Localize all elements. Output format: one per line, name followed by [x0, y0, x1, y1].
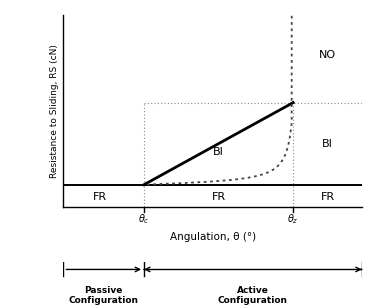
Text: BI: BI [322, 139, 333, 149]
Text: Angulation, θ (°): Angulation, θ (°) [170, 232, 256, 242]
Text: Passive
Configuration: Passive Configuration [69, 286, 139, 305]
Text: $\theta_c$: $\theta_c$ [138, 213, 150, 226]
Text: BI: BI [213, 146, 224, 156]
Text: NO: NO [319, 50, 336, 60]
Text: FR: FR [93, 192, 107, 202]
Y-axis label: Resistance to Sliding, RS (cN): Resistance to Sliding, RS (cN) [50, 45, 59, 178]
Text: $\theta_z$: $\theta_z$ [287, 213, 299, 226]
Text: FR: FR [320, 192, 335, 202]
Text: FR: FR [211, 192, 226, 202]
Text: Active
Configuration: Active Configuration [218, 286, 288, 305]
